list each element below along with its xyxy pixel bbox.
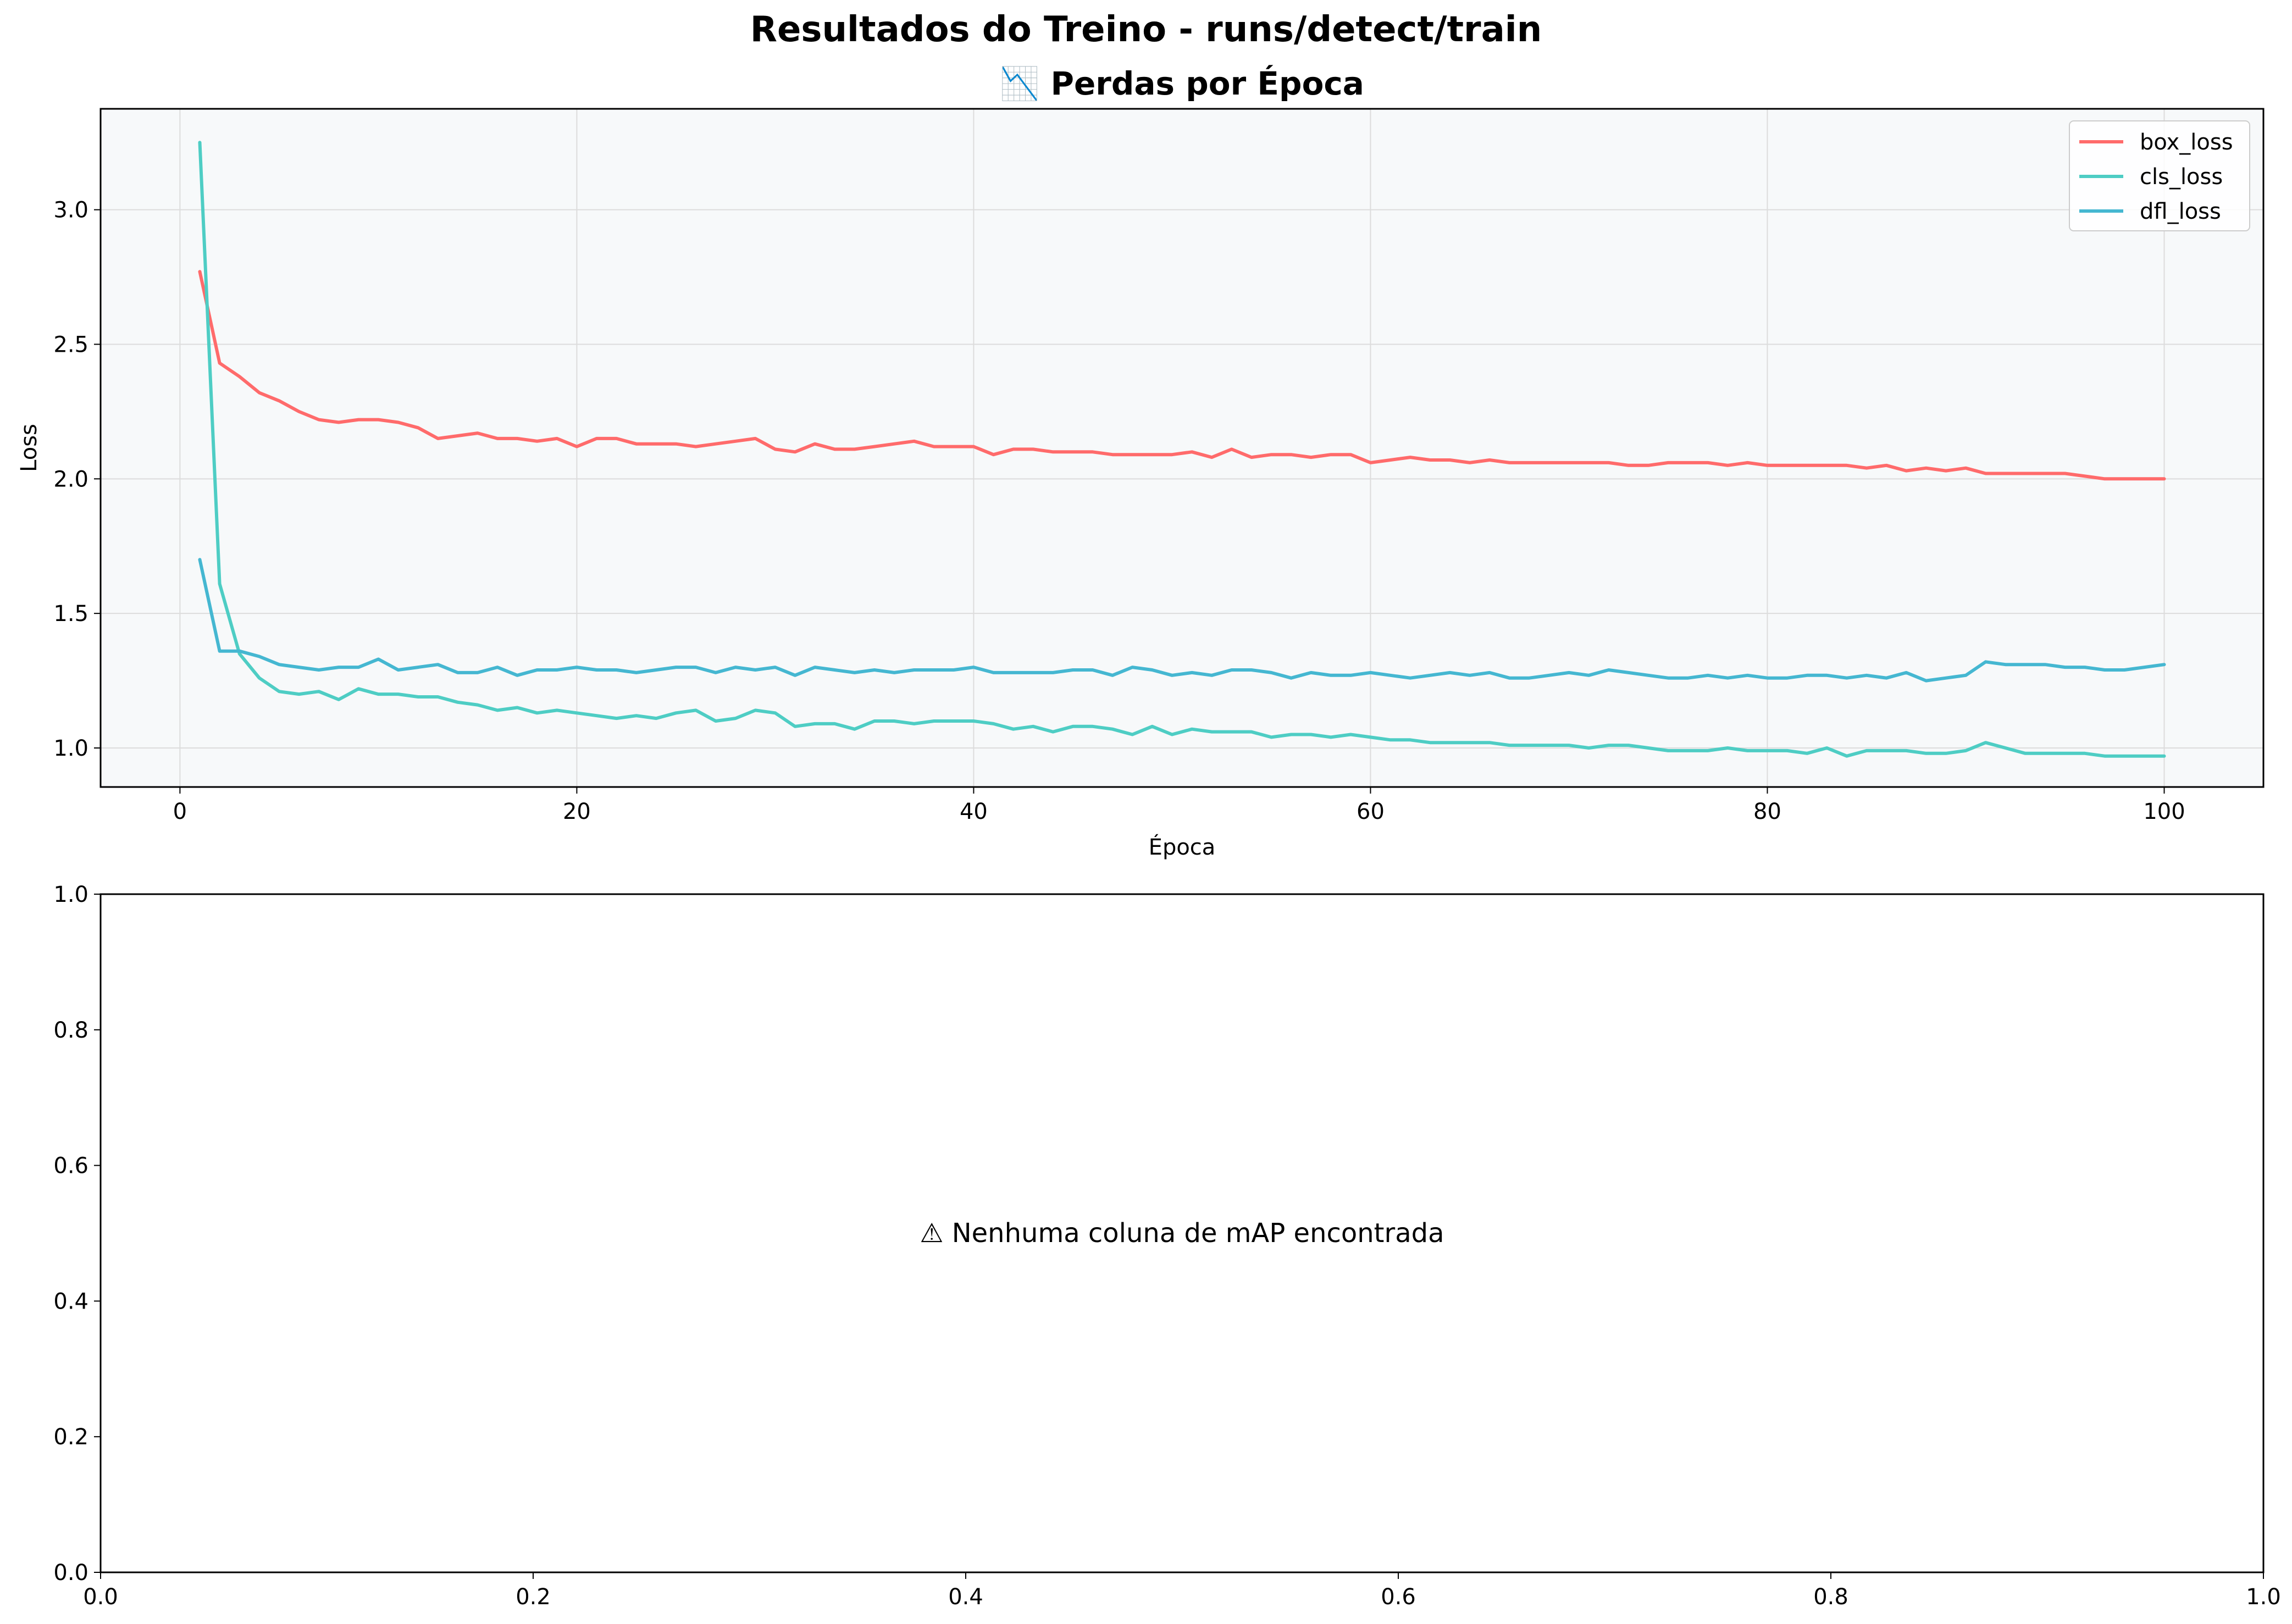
loss-series-group (198, 141, 2166, 758)
loss-legend: box_loss cls_loss dfl_loss (2069, 120, 2250, 231)
loss-plot-frame (99, 108, 2265, 788)
legend-label-cls-loss: cls_loss (2140, 164, 2223, 190)
loss-grid (101, 109, 2263, 787)
series-line-box-loss (198, 270, 2166, 481)
loss-y-ticks: 1.0 1.5 2.0 2.5 3.0 (53, 198, 101, 761)
legend-box (2069, 120, 2250, 231)
loss-y-tick-label: 2.0 (53, 467, 88, 492)
map-y-tick-label: 0.6 (53, 1154, 88, 1179)
map-y-tick-label: 0.8 (53, 1018, 88, 1043)
loss-x-ticks: 0 20 40 60 80 100 (173, 787, 2185, 824)
loss-x-tick-label: 80 (1753, 799, 1781, 824)
map-y-tick-label: 0.4 (53, 1289, 88, 1314)
map-empty-message: ⚠ Nenhuma coluna de mAP encontrada (920, 1218, 1444, 1249)
map-x-tick-label: 0.2 (516, 1584, 551, 1610)
map-y-ticks: 0.0 0.2 0.4 0.6 0.8 1.0 (53, 882, 101, 1586)
loss-x-tick-label: 60 (1357, 799, 1385, 824)
legend-label-box-loss: box_loss (2140, 130, 2233, 155)
loss-y-tick-label: 1.5 (53, 601, 88, 627)
loss-chart: 0 20 40 60 80 100 1.0 1.5 2.0 2.5 3.0 📉 Perdas po… (16, 64, 2265, 860)
figure-suptitle: Resultados do Treino - runs/detect/train (750, 9, 1542, 50)
map-x-tick-label: 0.6 (1381, 1584, 1416, 1610)
map-plot-frame (99, 893, 2265, 1573)
loss-y-tick-label: 1.0 (53, 736, 88, 761)
loss-y-tick-label: 3.0 (53, 198, 88, 223)
map-x-tick-label: 1.0 (2246, 1584, 2281, 1610)
loss-x-axis-label: Época (1149, 834, 1216, 860)
loss-y-tick-label: 2.5 (53, 332, 88, 357)
map-x-tick-label: 0.4 (948, 1584, 983, 1610)
map-chart: 0.0 0.2 0.4 0.6 0.8 1.0 0.0 0.2 0.4 0.6 0.8 1.0 ⚠ … (53, 882, 2280, 1610)
map-x-tick-label: 0.8 (1813, 1584, 1848, 1610)
legend-label-dfl-loss: dfl_loss (2140, 199, 2221, 224)
map-x-ticks: 0.0 0.2 0.4 0.6 0.8 1.0 (83, 1572, 2281, 1610)
map-y-tick-label: 0.0 (53, 1560, 88, 1586)
loss-chart-title: 📉 Perdas por Época (1000, 64, 1364, 102)
map-x-tick-label: 0.0 (83, 1584, 118, 1610)
loss-x-tick-label: 20 (563, 799, 591, 824)
loss-plot-background (101, 109, 2263, 787)
map-y-tick-label: 1.0 (53, 882, 88, 907)
loss-x-tick-label: 0 (173, 799, 187, 824)
map-y-tick-label: 0.2 (53, 1425, 88, 1450)
series-line-dfl-loss (198, 558, 2166, 683)
series-line-cls-loss (198, 141, 2166, 758)
loss-x-tick-label: 100 (2143, 799, 2185, 824)
loss-x-tick-label: 40 (960, 799, 988, 824)
loss-y-axis-label: Loss (16, 424, 42, 472)
